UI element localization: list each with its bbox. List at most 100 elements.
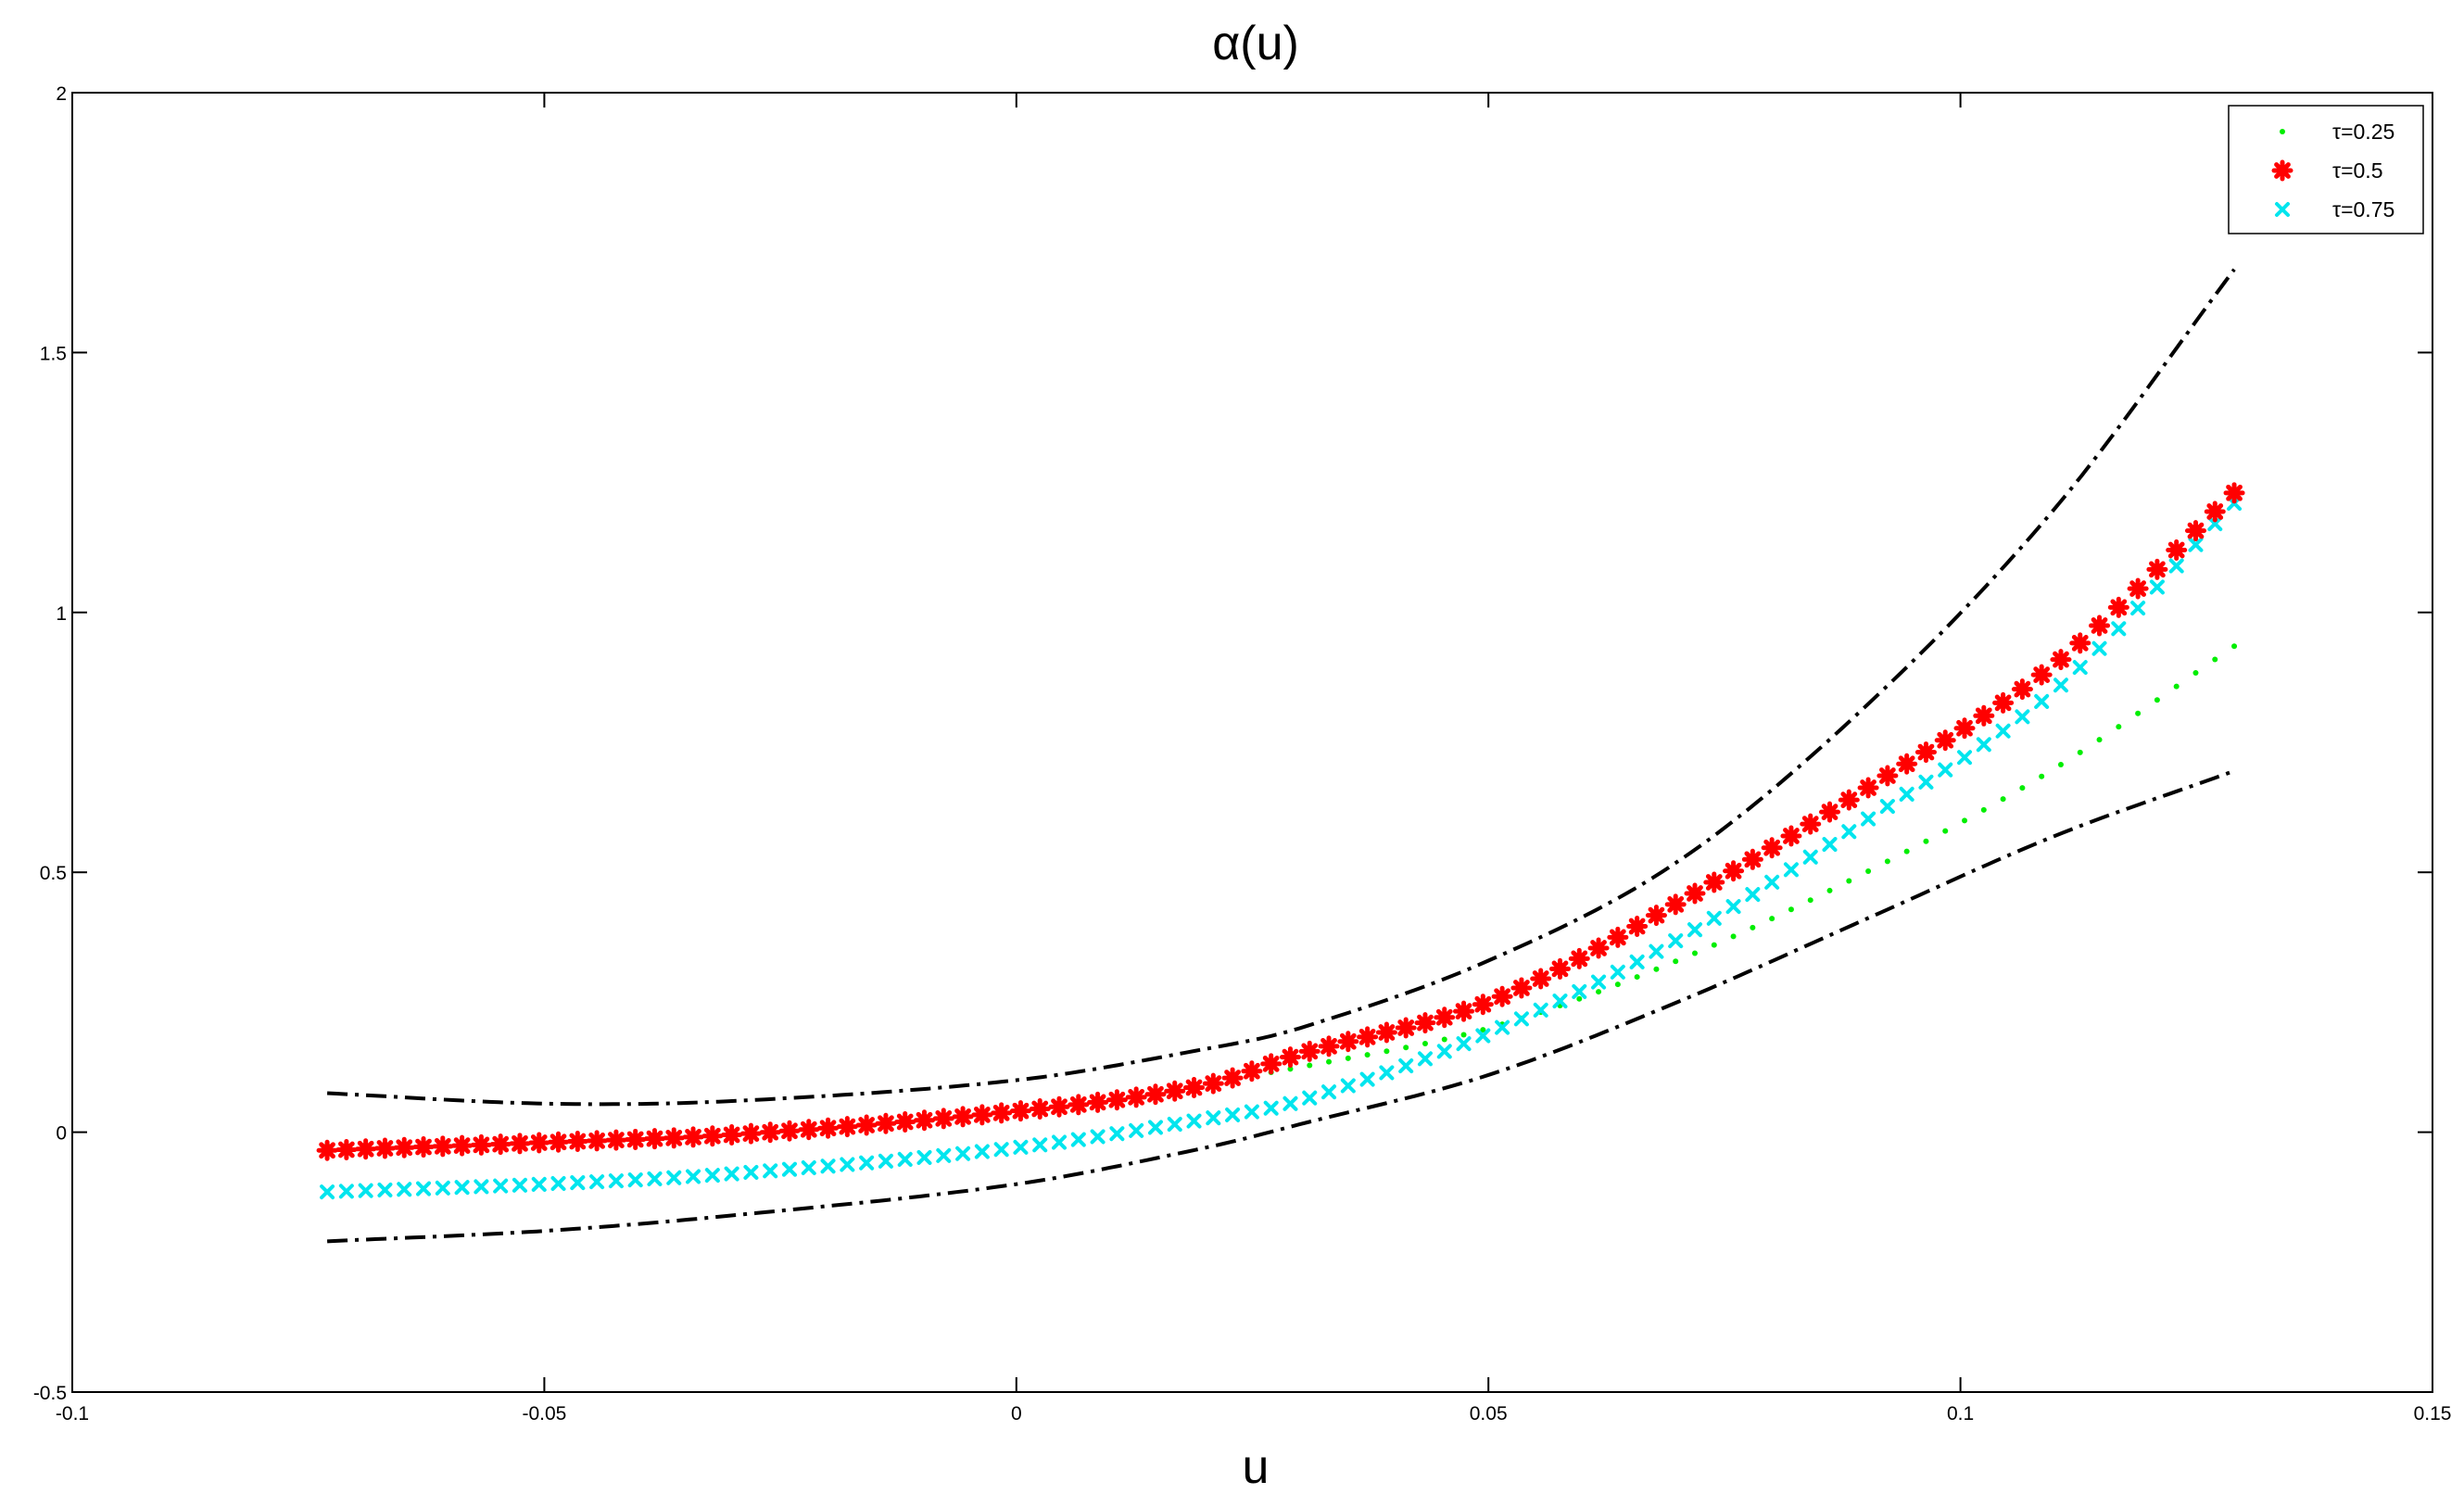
- series-2-point: [1129, 1122, 1144, 1138]
- series-2-point: [1725, 899, 1741, 915]
- series-2-point: [1167, 1117, 1182, 1133]
- series-0-point: [1865, 867, 1872, 874]
- series-2-point: [493, 1178, 509, 1194]
- series-2-point: [1032, 1137, 1048, 1153]
- series-0-point: [1903, 848, 1910, 855]
- series-1-point: [1568, 947, 1590, 969]
- series-2-point: [955, 1146, 971, 1161]
- series-1-point: [1645, 905, 1667, 927]
- series-2-point: [608, 1173, 624, 1189]
- series-1-point: [1087, 1091, 1109, 1113]
- series-1-point: [1761, 837, 1783, 859]
- series-1-point: [1337, 1031, 1359, 1053]
- series-0-point: [1942, 828, 1949, 834]
- series-0-point: [2173, 683, 2180, 690]
- series-1-point: [1221, 1067, 1244, 1089]
- series-2-point: [1417, 1051, 1433, 1067]
- series-0-point: [1634, 974, 1640, 981]
- series-1-point: [470, 1133, 492, 1156]
- series-2-point: [531, 1176, 547, 1192]
- series-1-point: [509, 1133, 531, 1155]
- series-2-point: [2149, 579, 2165, 595]
- series-2-point: [2130, 601, 2146, 616]
- series-1-point: [2011, 678, 2033, 701]
- series-2-point: [1976, 737, 1991, 753]
- series-0-point: [1826, 887, 1833, 893]
- series-0-point: [2154, 697, 2160, 703]
- series-1-point: [412, 1136, 435, 1158]
- x-tick-label: 0.15: [2414, 1403, 2452, 1424]
- series-2-point: [743, 1164, 759, 1180]
- series-2-point: [570, 1175, 586, 1191]
- series-2-markers: [320, 496, 2243, 1200]
- series-1-point: [1780, 825, 1802, 847]
- x-tick-label: 0.05: [1470, 1403, 1508, 1424]
- series-1-point: [1009, 1100, 1031, 1122]
- series-2-point: [1822, 837, 1838, 853]
- series-1-point: [1876, 765, 1899, 787]
- series-2-point: [2188, 537, 2204, 552]
- series-0-point: [2057, 762, 2064, 768]
- series-1-point: [1472, 994, 1494, 1016]
- series-1-point: [1279, 1046, 1301, 1069]
- series-0-point: [1422, 1041, 1428, 1047]
- series-1-point: [875, 1112, 897, 1134]
- series-1-point: [335, 1138, 358, 1160]
- series-1-point: [1723, 860, 1745, 882]
- series-2-point: [1841, 824, 1857, 840]
- series-0-point: [1287, 1066, 1294, 1072]
- series-2-point: [1244, 1104, 1259, 1120]
- series-2-point: [1591, 974, 1607, 990]
- series-2-point: [704, 1168, 720, 1184]
- series-1-markers: [316, 482, 2245, 1161]
- series-1-point: [1857, 777, 1879, 799]
- series-1-point: [1953, 717, 1976, 740]
- series-2-point: [1225, 1107, 1241, 1122]
- series-2-point: [1436, 1044, 1452, 1059]
- series-1-point: [1664, 893, 1687, 916]
- series-2-point: [878, 1153, 893, 1169]
- series-0-point: [2077, 749, 2083, 755]
- series-2-point: [2091, 640, 2107, 656]
- series-2-point: [1687, 922, 1702, 938]
- series-2-point: [1745, 887, 1761, 903]
- series-2-point: [627, 1172, 643, 1188]
- series-2-point: [859, 1155, 875, 1171]
- series-1-point: [451, 1134, 474, 1157]
- legend: τ=0.25 τ=0.5 τ=0.75: [2228, 105, 2424, 234]
- y-tick-label: 1: [56, 603, 67, 625]
- y-tick-label: 2: [56, 83, 67, 105]
- series-2-point: [666, 1170, 682, 1185]
- series-2-point: [377, 1182, 393, 1197]
- series-1-point: [1896, 753, 1918, 775]
- series-2-point: [1513, 1011, 1529, 1027]
- series-2-point: [2207, 516, 2223, 532]
- series-0-point: [2096, 737, 2103, 743]
- series-1-point: [1241, 1060, 1263, 1083]
- series-1-point: [393, 1136, 415, 1158]
- series-2-point: [1995, 723, 2011, 739]
- series-1-point: [855, 1114, 878, 1136]
- series-0-point: [1653, 966, 1660, 972]
- series-1-point: [1914, 741, 1937, 764]
- series-2-point: [1764, 874, 1780, 890]
- series-1-point: [1414, 1012, 1436, 1034]
- series-0-point: [1691, 950, 1698, 956]
- series-2-point: [1340, 1078, 1356, 1094]
- series-1-point: [913, 1109, 935, 1132]
- series-1-point: [1164, 1080, 1186, 1102]
- series-2-point: [2015, 709, 2030, 725]
- series-0-point: [1750, 924, 1756, 931]
- series-layer: [316, 268, 2245, 1244]
- series-2-point: [1861, 811, 1876, 827]
- series-0-point: [1807, 897, 1813, 904]
- series-1-point: [1626, 916, 1649, 938]
- series-2-point: [2034, 693, 2050, 709]
- series-1-point: [701, 1125, 724, 1147]
- series-2-point: [1879, 799, 1895, 815]
- x-tick-labels: -0.1 -0.05 0 0.05 0.1 0.15: [56, 1403, 2452, 1424]
- series-1-point: [489, 1133, 512, 1156]
- series-0-point: [1364, 1052, 1371, 1058]
- series-1-point: [1029, 1097, 1051, 1120]
